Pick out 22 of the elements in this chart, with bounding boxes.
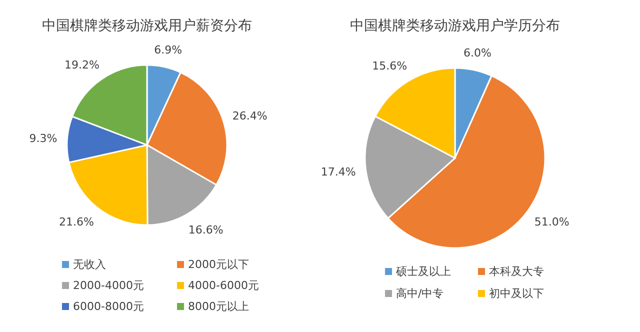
- legend-label: 高中/中专: [396, 287, 444, 300]
- data-label: 16.6%: [188, 224, 224, 237]
- legend-label: 初中及以下: [489, 287, 544, 300]
- legend-label: 硕士及以上: [395, 265, 451, 278]
- legend-label: 本科及大专: [489, 265, 544, 278]
- data-label: 15.6%: [372, 60, 408, 73]
- data-label: 17.4%: [320, 166, 356, 179]
- data-label: 26.4%: [232, 109, 268, 122]
- legend-label: 4000-6000元: [188, 279, 259, 292]
- chart-title: 中国棋牌类移动游戏用户薪资分布: [42, 18, 252, 34]
- legend-label: 6000-8000元: [73, 300, 144, 313]
- data-label: 19.2%: [64, 58, 100, 72]
- data-label: 9.3%: [29, 132, 58, 145]
- chart-title: 中国棋牌类移动游戏用户学历分布: [350, 18, 560, 34]
- data-label: 6.9%: [154, 43, 182, 56]
- data-label: 6.0%: [463, 46, 492, 60]
- legend-label: 2000元以下: [188, 258, 249, 271]
- data-label: 21.6%: [59, 216, 94, 229]
- legend-label: 无收入: [73, 258, 106, 271]
- legend-label: 2000-4000元: [73, 279, 144, 292]
- data-label: 51.0%: [534, 215, 570, 228]
- legend-label: 8000元以上: [188, 300, 249, 313]
